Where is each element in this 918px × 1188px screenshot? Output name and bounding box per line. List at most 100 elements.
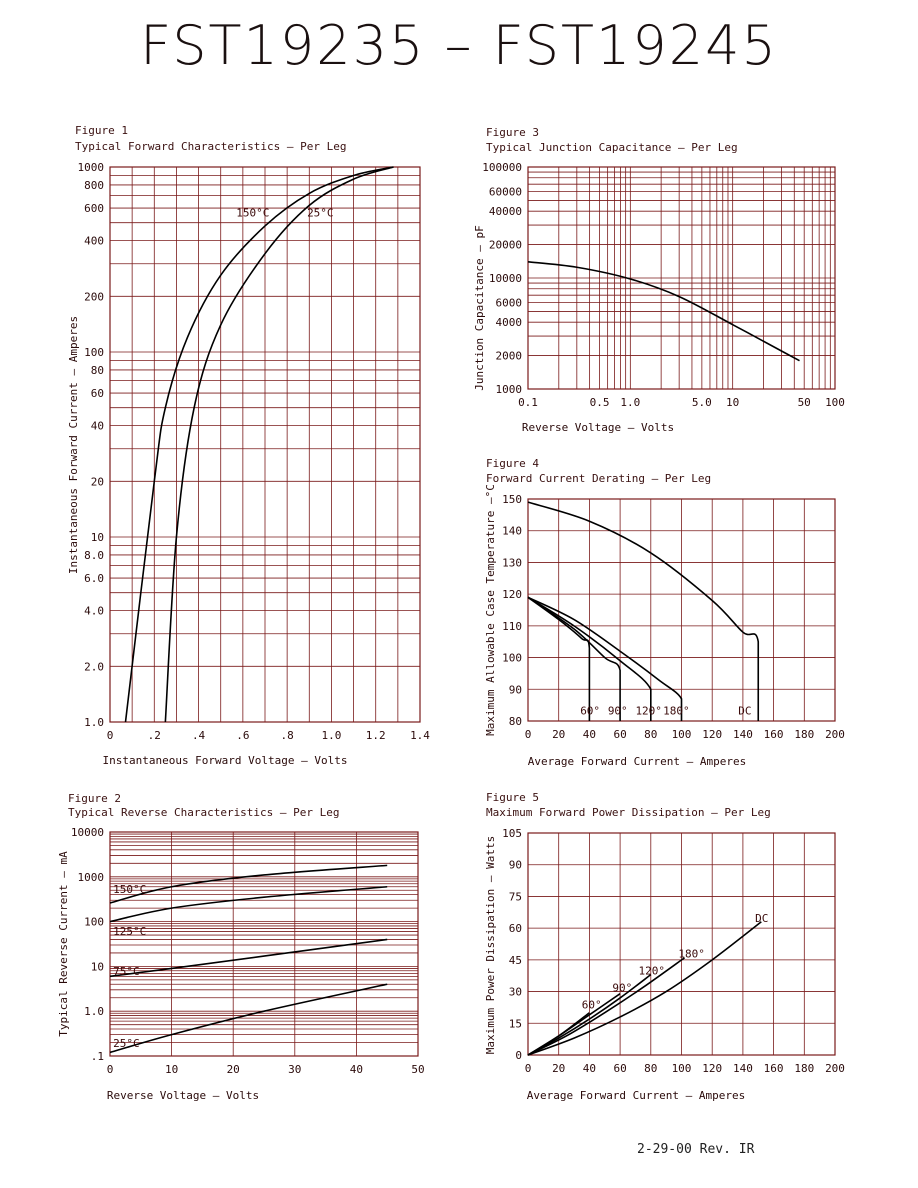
- series-line-25C: [109, 983, 388, 1054]
- x-tick-label: .4: [192, 729, 206, 742]
- series-line-DC: [527, 501, 760, 721]
- x-tick-label: 180: [794, 728, 814, 741]
- x-tick-label: .8: [281, 729, 294, 742]
- x-tick-label: 30: [288, 1063, 301, 1076]
- series-line-120: [527, 596, 652, 721]
- x-tick-label: .6: [236, 729, 249, 742]
- page-title: FST19235 – FST19245: [140, 14, 778, 77]
- revision-footer: 2-29-00 Rev. IR: [637, 1142, 755, 1157]
- y-tick-label: 100: [502, 652, 522, 665]
- x-tick-label: 0: [525, 1062, 532, 1075]
- curve-label: 25°C: [113, 1037, 140, 1050]
- y-tick-label: 200: [84, 290, 104, 303]
- y-tick-label: 20000: [489, 239, 522, 252]
- x-tick-label: 180: [794, 1062, 814, 1075]
- curve-label: DC: [738, 705, 751, 718]
- figure-label: Figure 1: [75, 124, 128, 137]
- series-line-150C: [124, 166, 394, 723]
- curve-label: 120°: [639, 965, 666, 978]
- y-tick-label: 110: [502, 620, 522, 633]
- x-tick-label: 0.1: [518, 396, 538, 409]
- curve-label: 75°C: [113, 965, 140, 978]
- x-tick-label: 20: [227, 1063, 240, 1076]
- x-tick-label: 0: [107, 1063, 114, 1076]
- y-tick-label: 400: [84, 235, 104, 248]
- y-axis-title: Maximum Power Dissipation – Watts: [484, 836, 497, 1055]
- y-tick-label: 100: [84, 916, 104, 929]
- series-line-60: [527, 1012, 590, 1056]
- curve-label: 25°C: [307, 207, 334, 220]
- y-tick-label: 2000: [496, 350, 523, 363]
- x-tick-label: 1.0: [620, 396, 640, 409]
- plot-frame: [527, 832, 836, 1056]
- plot-frame: [109, 166, 421, 723]
- x-tick-label: 0: [525, 728, 532, 741]
- plot-frame: [109, 831, 419, 1057]
- chart-title: Typical Forward Characteristics – Per Le…: [75, 140, 347, 153]
- fig1-group: 0 .2 .4 .6 .8 1.0 1.2 1.4 1.0 2.0 4.0 6.0 8.0 10 20 40 6…: [67, 124, 430, 767]
- y-tick-label: 1000: [78, 161, 105, 174]
- series-line-curve: [527, 260, 800, 362]
- curve-label: 60°: [580, 705, 600, 718]
- y-tick-label: 130: [502, 556, 522, 569]
- x-axis-title: Reverse Voltage – Volts: [107, 1089, 259, 1102]
- x-tick-label: 1.4: [410, 729, 430, 742]
- y-tick-label: 75: [509, 890, 522, 903]
- y-tick-label: 10000: [489, 272, 522, 285]
- chart-title: Maximum Forward Power Dissipation – Per …: [486, 806, 771, 819]
- x-tick-label: 0: [107, 729, 114, 742]
- series-line-60: [527, 596, 591, 721]
- x-tick-label: 140: [733, 728, 753, 741]
- y-tick-label: 40000: [489, 205, 522, 218]
- x-tick-label: 10: [726, 396, 739, 409]
- curve-label: 125°C: [113, 925, 146, 938]
- y-tick-label: 1.0: [84, 1005, 104, 1018]
- y-axis-title: Junction Capacitance – pF: [473, 225, 486, 391]
- x-tick-label: 20: [552, 728, 565, 741]
- y-tick-label: 100000: [482, 161, 522, 174]
- y-tick-label: 10000: [71, 826, 104, 839]
- x-tick-label: 200: [825, 1062, 845, 1075]
- series-line-180: [527, 957, 686, 1056]
- fig5-group: 0 20 40 60 80 100 120 140 160 180 200 0 15 30 45 60 75 90…: [484, 791, 845, 1102]
- x-tick-label: 160: [764, 1062, 784, 1075]
- curve-label: 60°: [582, 998, 602, 1011]
- y-tick-label: 140: [502, 525, 522, 538]
- x-tick-label: 80: [644, 728, 657, 741]
- y-tick-label: 600: [84, 202, 104, 215]
- y-axis-title: Maximum Allowable Case Temperature –°C: [484, 484, 497, 736]
- y-tick-label: 8.0: [84, 549, 104, 562]
- y-tick-label: 60: [91, 387, 104, 400]
- series-line-DC: [527, 921, 762, 1056]
- y-axis-title: Instantaneous Forward Current – Amperes: [67, 316, 80, 574]
- x-tick-label: .2: [148, 729, 161, 742]
- y-tick-label: 40: [91, 420, 104, 433]
- series-line-120: [527, 974, 652, 1056]
- figure-label: Figure 3: [486, 126, 539, 139]
- y-axis-title: Typical Reverse Current – mA: [57, 851, 70, 1037]
- series-line-180: [527, 596, 683, 721]
- x-tick-label: 160: [764, 728, 784, 741]
- y-tick-label: 80: [509, 715, 522, 728]
- x-tick-label: 10: [165, 1063, 178, 1076]
- curve-label: 180°: [678, 948, 705, 961]
- x-tick-label: 140: [733, 1062, 753, 1075]
- series-line-90: [527, 596, 621, 721]
- y-tick-label: 100: [84, 346, 104, 359]
- x-tick-label: 200: [825, 728, 845, 741]
- y-tick-label: 30: [509, 986, 522, 999]
- x-tick-label: 50: [411, 1063, 424, 1076]
- plot-frame: [527, 166, 836, 390]
- curve-label: 150°C: [236, 207, 269, 220]
- y-tick-label: 60000: [489, 186, 522, 199]
- x-tick-label: 120: [702, 1062, 722, 1075]
- x-tick-label: 100: [672, 728, 692, 741]
- series-line-75C: [109, 938, 388, 978]
- fig3-group: 0.1 0.5 1.0 5.0 10 50 100 1000 2000 4000 6000 10000…: [473, 126, 845, 434]
- y-tick-label: 120: [502, 588, 522, 601]
- x-tick-label: 0.5: [590, 396, 610, 409]
- y-tick-label: 4.0: [84, 605, 104, 618]
- y-tick-label: 90: [509, 859, 522, 872]
